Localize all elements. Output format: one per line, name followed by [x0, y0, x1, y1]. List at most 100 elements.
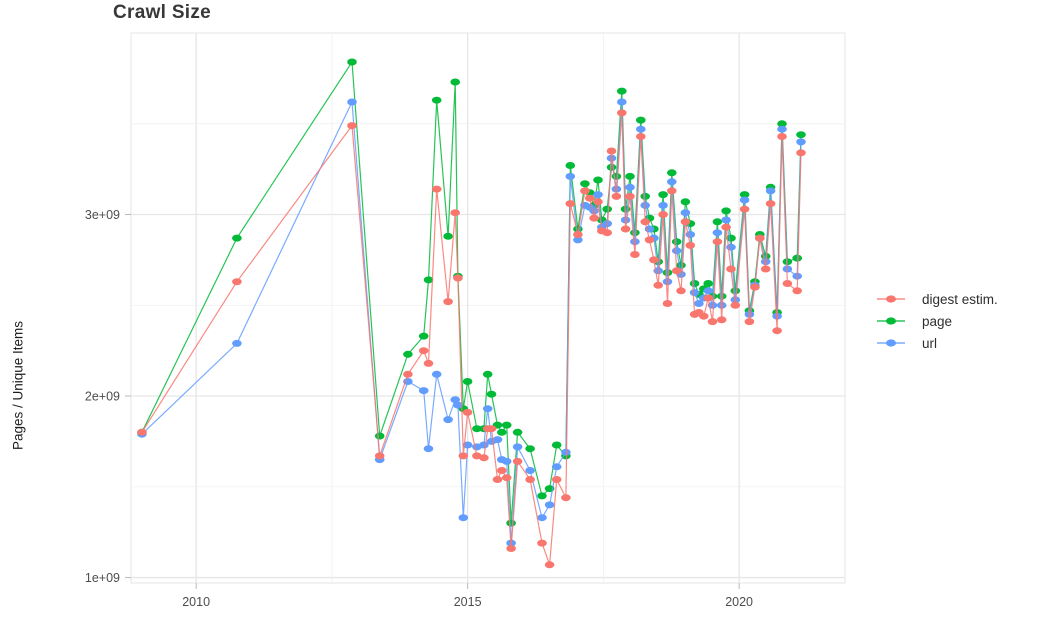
data-point-digest estim.: [636, 133, 646, 140]
data-point-digest estim.: [630, 251, 640, 258]
data-point-url: [443, 416, 453, 424]
key-dot: [886, 295, 896, 303]
data-point-digest estim.: [137, 428, 147, 436]
data-point-digest estim.: [462, 408, 473, 416]
data-point-digest estim.: [458, 452, 469, 460]
x-tick-label: 2015: [454, 595, 482, 609]
data-point-page: [739, 191, 750, 199]
data-point-url: [482, 405, 493, 413]
url-series-key-icon: [877, 339, 905, 347]
data-point-page: [525, 445, 535, 453]
data-point-digest estim.: [625, 192, 635, 200]
data-point-url: [232, 339, 242, 347]
data-point-url: [680, 209, 691, 217]
series-line-url: [141, 99, 802, 544]
data-point-url: [501, 457, 512, 465]
data-point-url: [721, 216, 731, 224]
data-point-url: [662, 278, 673, 286]
data-point-page: [443, 232, 453, 240]
data-point-url: [453, 401, 463, 409]
data-point-digest estim.: [606, 147, 617, 155]
legend-item-digest: digest estim.: [876, 291, 998, 307]
data-point-url: [537, 514, 547, 522]
data-point-url: [462, 441, 473, 449]
data-point-url: [565, 172, 576, 180]
data-point-page: [580, 180, 590, 188]
legend-item-url: url: [876, 335, 998, 351]
data-point-url: [525, 467, 535, 474]
data-point-url: [689, 289, 700, 297]
data-point-digest estim.: [667, 187, 677, 195]
data-point-digest estim.: [703, 294, 713, 302]
data-point-page: [551, 441, 562, 449]
data-point-url: [625, 183, 635, 191]
data-point-digest estim.: [685, 241, 696, 249]
data-point-url: [640, 201, 650, 209]
data-point-page: [347, 58, 357, 66]
data-point-digest estim.: [744, 318, 755, 326]
key-dot: [886, 339, 896, 347]
data-point-page: [602, 205, 612, 213]
data-point-digest estim.: [730, 301, 741, 309]
data-point-page: [667, 169, 677, 177]
data-point-url: [716, 301, 727, 309]
data-point-page: [703, 280, 713, 287]
data-point-digest estim.: [658, 211, 668, 218]
data-point-url: [431, 370, 442, 378]
data-point-url: [617, 98, 627, 106]
data-point-page: [565, 162, 576, 169]
data-point-page: [796, 131, 806, 139]
data-point-digest estim.: [760, 265, 771, 273]
data-point-digest estim.: [739, 205, 750, 213]
data-point-digest estim.: [453, 274, 463, 282]
data-point-digest estim.: [777, 133, 787, 140]
data-point-page: [418, 332, 429, 340]
data-point-digest estim.: [792, 287, 802, 295]
data-point-digest estim.: [347, 122, 357, 130]
data-point-url: [589, 207, 599, 215]
data-point-url: [347, 98, 357, 106]
y-tick-label: 3e+09: [85, 208, 120, 222]
data-point-page: [482, 370, 493, 378]
data-point-digest estim.: [796, 149, 806, 157]
data-point-page: [712, 218, 723, 226]
data-point-digest estim.: [772, 327, 782, 335]
data-point-page: [450, 78, 461, 86]
data-point-digest estim.: [755, 234, 765, 242]
data-point-digest estim.: [602, 229, 612, 237]
data-point-digest estim.: [617, 109, 627, 117]
data-point-page: [593, 176, 603, 184]
data-point-digest estim.: [680, 218, 691, 226]
data-point-digest estim.: [620, 225, 631, 233]
data-point-url: [777, 125, 787, 133]
data-point-page: [680, 198, 691, 206]
data-point-digest estim.: [765, 200, 776, 208]
data-point-url: [544, 501, 555, 509]
data-point-digest estim.: [486, 425, 497, 433]
data-point-digest estim.: [561, 494, 571, 502]
data-point-digest estim.: [750, 283, 760, 291]
data-point-page: [777, 120, 787, 128]
data-point-url: [630, 238, 640, 246]
data-point-url: [703, 287, 713, 295]
data-point-page: [512, 428, 523, 436]
data-point-page: [462, 378, 473, 385]
data-point-url: [765, 187, 776, 195]
data-point-digest estim.: [501, 474, 512, 482]
data-point-digest estim.: [374, 452, 385, 460]
data-point-page: [617, 87, 627, 95]
data-point-digest estim.: [707, 318, 718, 326]
data-point-digest estim.: [418, 347, 429, 355]
data-point-page: [472, 425, 482, 433]
data-point-url: [450, 396, 461, 404]
data-point-page: [636, 116, 646, 124]
data-point-digest estim.: [525, 476, 535, 483]
data-point-page: [403, 350, 413, 358]
legend: digest estim. page url: [876, 291, 998, 351]
data-point-url: [561, 448, 571, 456]
data-point-url: [658, 201, 668, 209]
data-point-page: [658, 191, 668, 199]
key-dot: [886, 317, 896, 325]
data-point-digest estim.: [721, 223, 731, 231]
